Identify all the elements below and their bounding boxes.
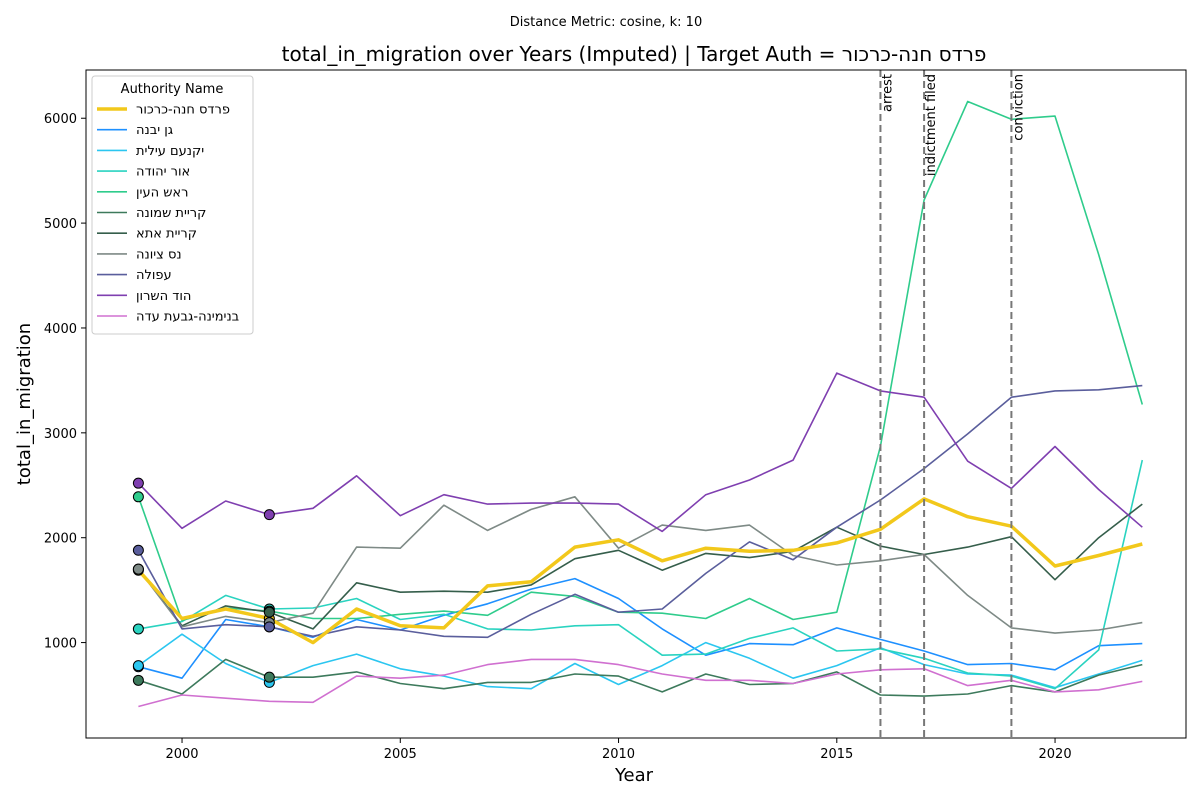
series-line [137,503,1143,630]
legend-title: Authority Name [121,82,224,97]
legend: Authority Name פרדס חנה-כרכור גן יבנה יקנע… [91,75,254,335]
event-label: indictment filed [924,74,939,176]
legend-entry: פרדס חנה-כרכור [136,103,230,118]
legend-entry: יקנעם עילית [136,144,204,159]
imputed-point-marker [132,674,144,686]
imputed-point-marker [263,509,275,521]
series-line [137,372,1143,533]
plot-area: arrest indictment filed conviction [132,70,1144,738]
legend-entry: גן יבנה [136,123,173,138]
legend-entry: ראש העין [136,185,188,200]
series-line [138,577,1143,680]
y-tick-label: 2000 [44,532,77,547]
legend-entry: בנימינה-גבעת עדה [136,310,239,325]
imputed-point-marker [132,477,144,489]
plot-frame [85,69,1187,739]
legend-entry: עפולה [136,268,172,283]
series-line [137,495,1143,634]
imputed-point-marker [132,623,144,635]
y-tick-label: 5000 [44,217,77,232]
legend-box [91,75,254,335]
y-tick-label: 3000 [44,427,77,442]
imputed-point-marker [263,606,275,618]
y-tick-label: 1000 [44,637,77,652]
imputed-point-marker [263,671,275,683]
series-line [137,384,1143,639]
x-tick-label: 2015 [820,747,853,762]
series-line [137,633,1143,690]
y-axis: 1000 2000 3000 4000 5000 6000 [44,112,86,652]
event-label: arrest [880,74,895,112]
y-axis-label: total_in_migration [14,323,35,485]
imputed-point-marker [263,621,275,633]
legend-entry: הוד השרון [136,289,191,304]
event-label: conviction [1011,74,1026,141]
legend-entry: קריית שמונה [136,206,206,221]
x-tick-label: 2010 [602,747,635,762]
x-axis-label: Year [614,765,654,786]
imputed-point-marker [132,491,144,503]
x-tick-label: 2005 [384,747,417,762]
series-line [137,100,1144,622]
legend-entry: אור יהודה [136,165,190,180]
series-line [138,459,1144,690]
imputed-point-marker [132,660,144,672]
x-tick-label: 2020 [1039,747,1072,762]
y-tick-label: 4000 [44,322,77,337]
chart-title: total_in_migration over Years (Imputed) … [282,42,987,66]
imputed-point-marker [132,563,144,575]
y-tick-label: 6000 [44,112,77,127]
legend-entry: נס ציונה [136,247,182,262]
x-tick-label: 2000 [165,747,198,762]
x-axis: 2000 2005 2010 2015 2020 [165,738,1072,762]
series-line [138,658,1143,697]
imputed-point-marker [132,544,144,556]
series-line [137,497,1143,645]
legend-entry: קריית אתא [136,227,197,242]
chart-suptitle: Distance Metric: cosine, k: 10 [510,15,702,30]
series-line [138,658,1143,708]
